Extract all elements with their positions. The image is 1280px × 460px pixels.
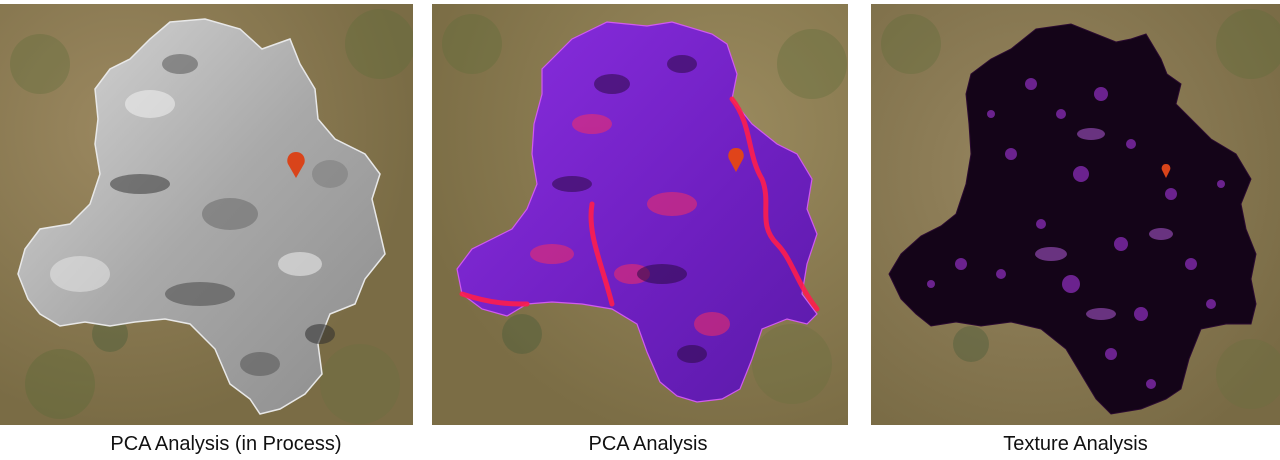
- map-canvas: [0, 4, 413, 425]
- map-marker: [1161, 164, 1171, 178]
- map-panel-texture: [871, 4, 1280, 425]
- caption-pca-in-process: PCA Analysis (in Process): [110, 433, 342, 455]
- region-overlay-purple: [456, 21, 818, 403]
- caption-pca: PCA Analysis: [588, 433, 708, 455]
- region-overlay-texture: [888, 23, 1257, 415]
- map-canvas: [432, 4, 848, 425]
- map-pin-icon: [1161, 164, 1171, 178]
- map-pin-icon: [287, 152, 305, 178]
- map-canvas: [871, 4, 1280, 425]
- caption-texture: Texture Analysis: [1003, 433, 1148, 455]
- map-marker: [287, 152, 305, 178]
- map-marker: [728, 148, 744, 172]
- map-panel-pca: [432, 4, 848, 425]
- map-panel-pca-in-process: [0, 4, 413, 425]
- region-overlay-grayscale: [17, 18, 386, 415]
- map-pin-icon: [728, 148, 744, 172]
